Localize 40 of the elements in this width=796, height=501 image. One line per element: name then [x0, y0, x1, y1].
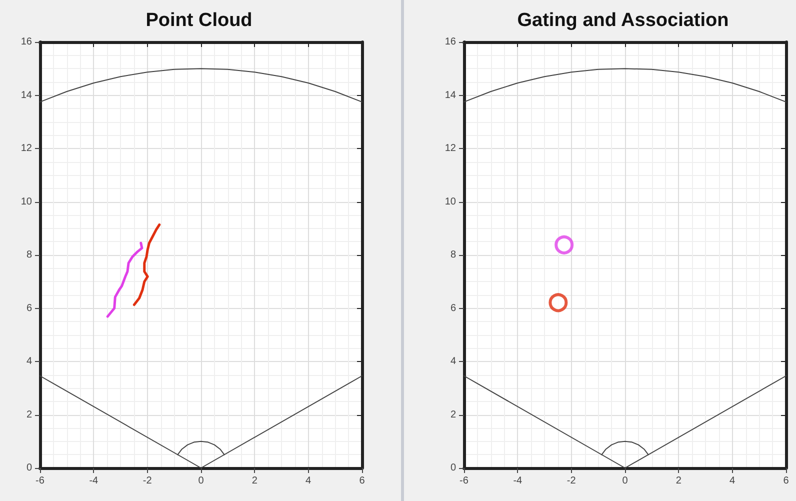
x-tick-label: 2 [676, 476, 682, 486]
y-tick-label: 10 [444, 196, 456, 208]
y-tick-label: 10 [20, 196, 32, 208]
chart-title: Gating and Association [517, 10, 729, 31]
y-tick-label: 0 [450, 462, 456, 474]
x-tick-label: -6 [36, 476, 45, 486]
x-tick-label: 2 [252, 476, 258, 486]
y-tick-label: 8 [450, 250, 456, 260]
x-tick-label: -6 [460, 476, 469, 486]
x-tick-label: 0 [622, 476, 628, 486]
line-series [40, 68, 362, 102]
line-series [132, 223, 161, 306]
x-tick-label: -4 [89, 476, 99, 486]
y-tick-label: 12 [444, 143, 456, 154]
line-series [106, 242, 144, 318]
x-tick-label: -2 [142, 476, 152, 486]
y-tick-label: 14 [444, 90, 456, 101]
x-tick-label: 0 [198, 476, 204, 486]
line-series [464, 68, 786, 102]
y-tick-label: 16 [20, 36, 32, 48]
x-tick-label: 4 [306, 476, 312, 486]
y-tick-label: 16 [444, 36, 456, 48]
y-tick-label: 0 [26, 462, 32, 474]
y-tick-label: 12 [20, 143, 32, 154]
x-tick-label: 4 [730, 476, 736, 486]
x-tick-label: 6 [783, 476, 790, 486]
y-tick-label: 6 [450, 302, 456, 314]
y-tick-label: 2 [26, 409, 32, 420]
y-tick-label: 6 [26, 302, 32, 314]
y-tick-label: 8 [26, 250, 32, 260]
x-tick-label: 6 [359, 476, 366, 486]
x-tick-label: -4 [513, 476, 523, 486]
y-tick-label: 4 [26, 356, 32, 367]
y-tick-label: 14 [20, 90, 32, 101]
line-series [177, 440, 225, 456]
x-tick-label: -2 [566, 476, 576, 486]
y-tick-label: 2 [450, 409, 456, 420]
chart-title: Point Cloud [146, 10, 252, 31]
line-series [601, 440, 649, 456]
y-tick-label: 4 [450, 356, 456, 367]
